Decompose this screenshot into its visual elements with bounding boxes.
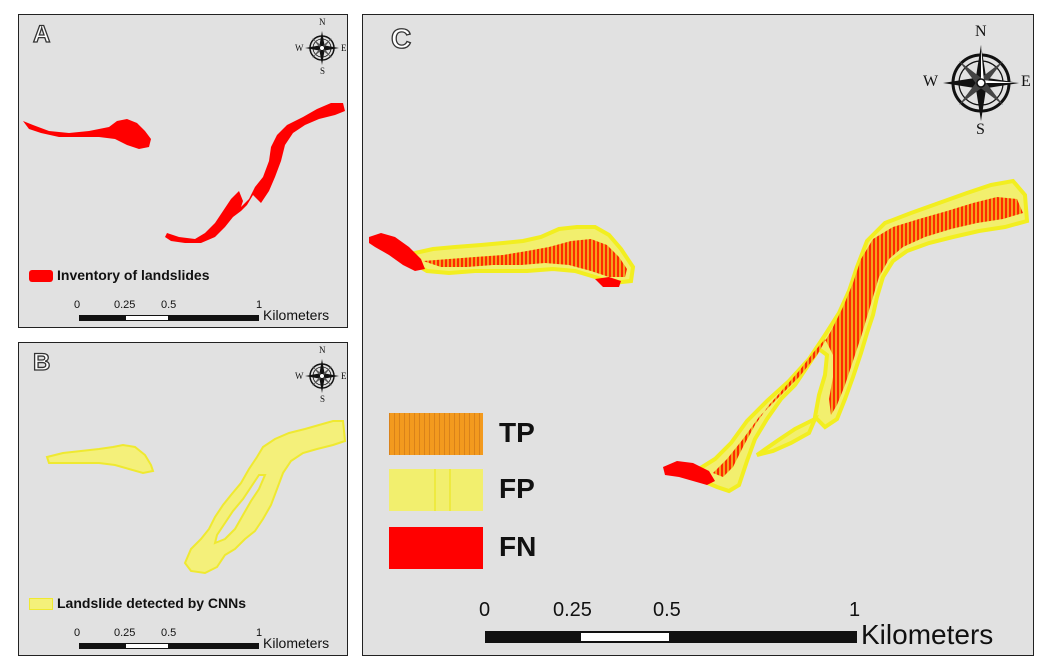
compass-rose: N S E W <box>295 345 347 404</box>
comparison-layer <box>369 178 1030 494</box>
compass-icon <box>305 31 339 65</box>
compass-e: E <box>1021 73 1031 90</box>
legend-a: Inventory of landslides <box>25 267 345 287</box>
legend-swatch-fn <box>389 527 483 569</box>
scale-unit: Kilometers <box>263 635 330 651</box>
compass-s: S <box>976 121 985 138</box>
compass-rose-large: N S E W <box>923 23 1033 138</box>
scale-tick-0: 0 <box>479 599 491 621</box>
inventory-landslide-east <box>165 103 345 243</box>
compass-w: W <box>295 43 304 53</box>
fn-region-south-tip <box>595 277 621 287</box>
fn-region-west <box>369 233 425 271</box>
scale-bar-a: 0 0.25 0.5 1 Kilometers <box>74 299 347 327</box>
compass-w: W <box>923 73 939 90</box>
legend-b: Landslide detected by CNNs <box>25 595 345 615</box>
panel-b-cnn-detection-map: B N S E W Landslide detected by CNNs 0 0… <box>18 342 348 656</box>
compass-s: S <box>320 394 326 404</box>
compass-icon <box>305 359 339 393</box>
panel-label: C <box>390 23 412 54</box>
scale-tick-1: 1 <box>849 599 861 621</box>
compass-w: W <box>295 371 304 381</box>
inventory-landslides-layer <box>23 103 345 243</box>
scale-tick-1: 1 <box>256 627 263 639</box>
scale-tick-0: 0 <box>74 627 81 639</box>
scale-tick-05: 0.5 <box>161 627 177 639</box>
compass-icon <box>943 45 1019 121</box>
compass-s: S <box>320 66 326 76</box>
fn-region-southwest <box>663 461 715 485</box>
scale-bar-c: 0 0.25 0.5 1 Kilometers <box>479 599 1029 653</box>
compass-e: E <box>341 371 347 381</box>
legend-label-detected: Landslide detected by CNNs <box>57 595 247 611</box>
tp-region-west <box>423 239 627 277</box>
legend-swatch-tp <box>389 413 483 455</box>
detected-landslide-west <box>45 443 155 475</box>
legend-label-tp: TP <box>499 417 535 448</box>
panel-label: B <box>32 349 51 376</box>
scale-unit: Kilometers <box>861 619 994 650</box>
compass-n: N <box>319 345 326 355</box>
detected-landslides-layer <box>45 420 347 575</box>
legend-swatch-detected <box>29 598 53 610</box>
scale-bar-b: 0 0.25 0.5 1 Kilometers <box>74 627 347 655</box>
detected-landslide-east <box>183 420 347 575</box>
inventory-landslide-west <box>23 119 151 149</box>
compass-e: E <box>341 43 347 53</box>
scale-tick-025: 0.25 <box>114 627 136 639</box>
scale-tick-025: 0.25 <box>553 599 592 621</box>
legend-c: TP FP FN <box>389 411 589 571</box>
fp-region-east <box>696 178 1030 494</box>
compass-n: N <box>319 17 326 27</box>
scale-tick-05: 0.5 <box>653 599 681 621</box>
legend-label-inventory: Inventory of landslides <box>57 267 210 283</box>
legend-swatch-fp <box>389 469 483 511</box>
scale-tick-0: 0 <box>74 299 81 311</box>
legend-swatch-inventory <box>29 270 53 282</box>
legend-label-fn: FN <box>499 531 537 562</box>
legend-label-fp: FP <box>499 473 535 504</box>
scale-tick-025: 0.25 <box>114 299 136 311</box>
compass-n: N <box>975 23 987 40</box>
tp-region-east <box>713 197 1023 477</box>
scale-unit: Kilometers <box>263 307 330 323</box>
compass-rose: N S E W <box>295 17 347 76</box>
panel-a-inventory-map: A N S E W Inventory of landslides 0 0.25… <box>18 14 348 328</box>
panel-c-comparison-map: C <box>362 14 1034 656</box>
scale-tick-05: 0.5 <box>161 299 177 311</box>
scale-tick-1: 1 <box>256 299 263 311</box>
panel-label: A <box>32 21 51 48</box>
